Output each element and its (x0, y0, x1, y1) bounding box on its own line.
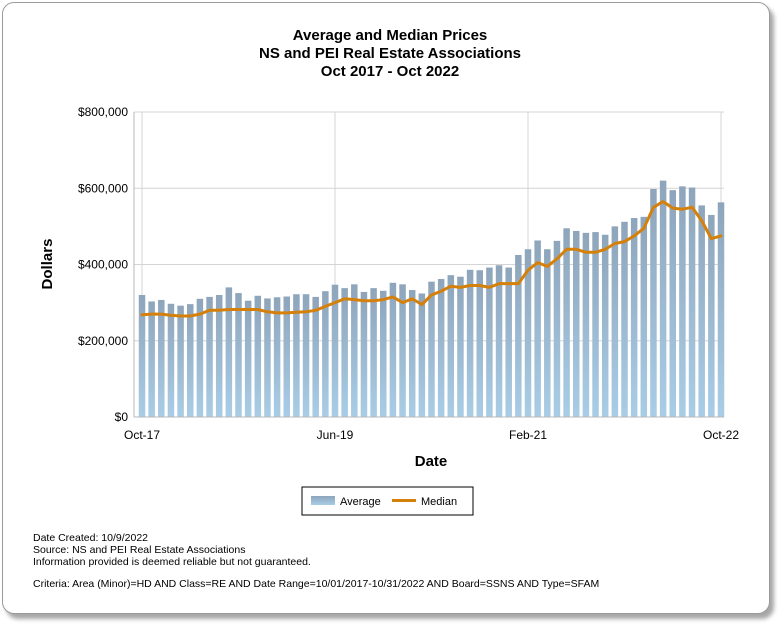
legend-label-average: Average (340, 496, 381, 508)
average-bar (293, 294, 300, 417)
average-bar (215, 295, 223, 417)
average-bar (148, 301, 155, 417)
average-bar (476, 270, 483, 417)
average-bar (418, 293, 426, 417)
average-bar (312, 296, 319, 417)
footer-date-created: Date Created: 10/9/2022 (33, 532, 148, 544)
average-bar (370, 288, 377, 417)
average-bar (331, 284, 339, 417)
average-bar (563, 228, 570, 417)
average-bar (206, 296, 213, 417)
footer-source: Source: NS and PEI Real Estate Associati… (33, 544, 246, 556)
average-bar (486, 267, 493, 417)
average-bar (225, 287, 233, 417)
average-bar (679, 186, 686, 417)
y-tick-label: $600,000 (78, 181, 128, 195)
x-tick-label: Oct-22 (703, 428, 739, 442)
line-layer (140, 200, 723, 318)
average-bar (351, 284, 358, 417)
average-bar (389, 282, 397, 417)
legend-swatch-average (311, 496, 335, 505)
y-tick-label: $200,000 (78, 334, 128, 348)
average-bar (553, 240, 561, 417)
average-bar (380, 290, 387, 417)
average-bar (717, 202, 725, 417)
average-bar (235, 293, 242, 417)
x-tick-label: Oct-17 (124, 428, 160, 442)
x-tick-label: Jun-19 (317, 428, 354, 442)
average-bar (505, 267, 512, 417)
average-bar (399, 284, 406, 417)
average-bar (630, 217, 638, 417)
average-bar (408, 290, 416, 417)
average-bar (283, 296, 290, 417)
average-bar (158, 299, 165, 417)
average-bar (659, 180, 667, 417)
y-axis-title: Dollars (39, 239, 56, 290)
average-bar (302, 294, 310, 417)
bar-layer (138, 180, 725, 417)
x-tick-label: Feb-21 (509, 428, 547, 442)
average-bar (244, 300, 252, 417)
average-bar (447, 275, 455, 417)
average-bar (698, 205, 705, 417)
average-bar (177, 305, 184, 417)
chart-title-line-2: NS and PEI Real Estate Associations (258, 45, 522, 62)
y-tick-label: $800,000 (78, 105, 128, 119)
average-bar (573, 230, 580, 417)
average-bar (273, 297, 281, 417)
average-bar (254, 295, 262, 417)
average-bar (360, 291, 368, 417)
legend-label-median: Median (421, 496, 457, 508)
average-bar (669, 190, 676, 417)
average-bar (708, 214, 715, 417)
median-line (140, 200, 723, 318)
average-bar (640, 216, 648, 417)
footer-disclaimer: Information provided is deemed reliable … (33, 556, 311, 568)
average-bar (457, 276, 464, 417)
average-bar (592, 232, 599, 417)
average-bar (138, 295, 146, 417)
average-bar (611, 226, 619, 417)
average-bar (582, 232, 590, 417)
average-bar (544, 249, 551, 417)
legend: Average Median (301, 486, 474, 516)
average-bar (601, 234, 609, 417)
average-bar (495, 265, 503, 417)
y-tick-label: $0 (115, 410, 129, 424)
average-bar (187, 304, 194, 417)
x-axis-title: Date (415, 453, 448, 470)
average-bar (466, 269, 474, 417)
footer-criteria: Criteria: Area (Minor)=HD AND Class=RE A… (33, 578, 600, 590)
average-bar (515, 254, 522, 417)
average-bar (428, 281, 435, 417)
chart-title-line-3: Oct 2017 - Oct 2022 (320, 63, 460, 80)
average-bar (524, 249, 532, 417)
average-bar (264, 298, 271, 417)
average-bar (196, 298, 204, 417)
average-bar (688, 187, 696, 417)
axis-layer: $800,000 $600,000 $400,000 $200,000 $0 Oct-17… (39, 105, 739, 470)
average-bar (341, 288, 348, 417)
chart-title-line-1: Average and Median Prices (292, 27, 488, 44)
average-bar (650, 189, 657, 417)
average-bar (534, 240, 541, 417)
average-bar (322, 291, 329, 417)
average-bar (437, 278, 445, 417)
y-tick-label: $400,000 (78, 258, 128, 272)
average-bar (167, 303, 175, 417)
average-bar (621, 221, 628, 417)
